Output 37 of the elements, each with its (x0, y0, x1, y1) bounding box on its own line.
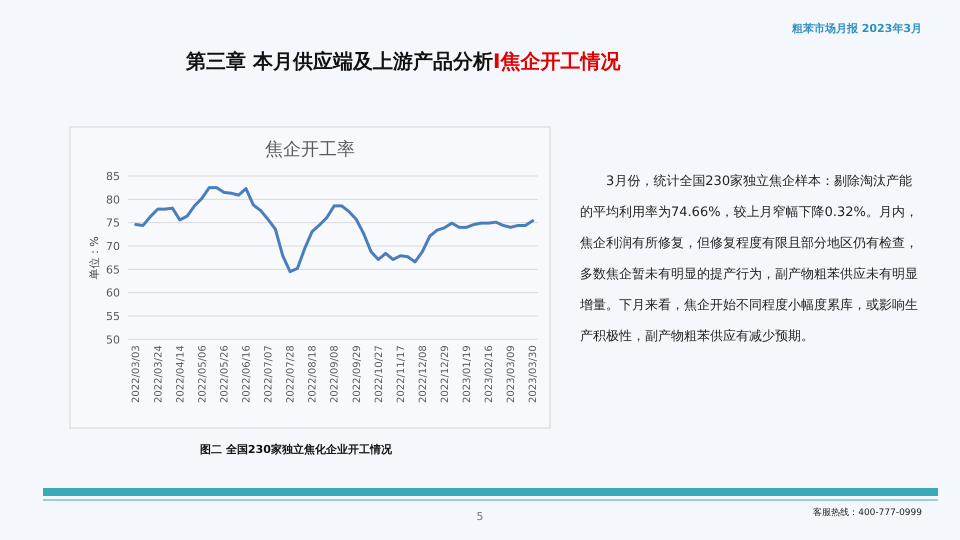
x-tick-label: 2022/11/17 (396, 345, 407, 403)
y-axis-title: 单位：% (88, 236, 101, 280)
x-tick-label: 2022/09/29 (352, 345, 363, 403)
x-tick-label: 2022/04/14 (175, 345, 186, 403)
y-tick-label: 85 (106, 170, 120, 183)
x-tick-label: 2023/01/19 (462, 345, 474, 403)
x-tick-label: 2022/10/27 (374, 345, 385, 403)
text: I焦企开工情况 (492, 49, 622, 73)
x-tick-label: 2023/03/30 (528, 345, 540, 403)
x-tick-label: 2022/05/26 (219, 345, 230, 403)
y-tick-label: 50 (106, 333, 120, 346)
x-tick-label: 2023/02/16 (484, 345, 496, 403)
x-tick-label: 2022/09/08 (330, 345, 341, 403)
x-tick-label: 2022/08/18 (308, 345, 319, 403)
y-tick-label: 80 (106, 193, 120, 206)
text: 第三章 本月供应端及上游产品分析 (185, 49, 493, 73)
x-tick-label: 2022/07/28 (286, 345, 297, 403)
x-tick-label: 2023/03/09 (506, 345, 518, 403)
y-tick-label: 55 (106, 310, 120, 323)
text: 客服热线：400-777-0999 (813, 507, 922, 518)
y-tick-label: 75 (106, 216, 120, 230)
text: 粗苯市场月报 2023年3月 (790, 22, 922, 35)
x-tick-label: 2022/03/03 (131, 345, 142, 403)
text: 3月份，统计全国230家独立焦企样本：剔除淘汰产能的平均利用率为74.66%，较上月窄幅下降0.32%。月内，焦企利润有所修复，但修复程度有限且部分地区仍有检查，多数焦企暂未有明显的提产行为，副产物粗苯供应未有明显增量。下月来看，焦企开始不同程度小幅度累库，或影响生产积极性，副产物粗苯供应有减少预期。 (580, 174, 918, 344)
y-tick-label: 60 (106, 286, 120, 300)
x-tick-label: 2022/07/07 (264, 345, 275, 403)
y-tick-label: 65 (106, 263, 120, 276)
chart-title: 焦企开工率 (265, 139, 355, 160)
text: 图二 全国230家独立焦化企业开工情况 (200, 443, 393, 456)
y-tick-label: 70 (106, 240, 120, 253)
x-tick-label: 2022/05/06 (197, 345, 208, 403)
x-tick-label: 2022/12/08 (418, 345, 429, 403)
line-series (134, 186, 534, 274)
x-tick-label: 2022/06/16 (241, 345, 252, 403)
x-tick-label: 2022/03/24 (153, 345, 164, 403)
x-tick-label: 2022/12/29 (440, 345, 451, 403)
text: 5 (476, 510, 484, 523)
